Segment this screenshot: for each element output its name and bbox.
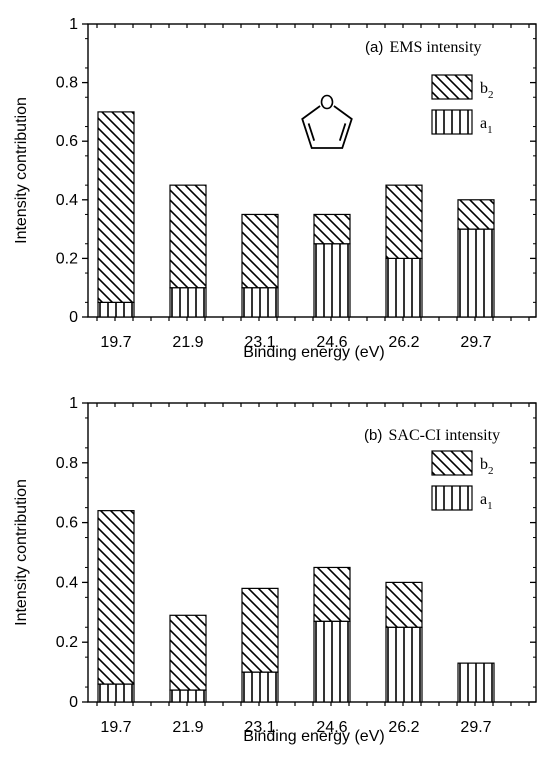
y-tick-label: 0.6 <box>56 515 78 532</box>
y-tick-label: 0.4 <box>56 574 78 591</box>
furan-oxygen-atom <box>320 94 334 110</box>
furan-double-bond <box>307 123 316 141</box>
legend-label-b2: b2 <box>480 80 494 101</box>
x-tick-label: 21.9 <box>172 334 203 351</box>
y-tick-label: 0.8 <box>56 75 78 92</box>
y-tick-label: 0.2 <box>56 634 78 651</box>
legend-label-sub: 1 <box>487 124 493 136</box>
legend-swatch-a1 <box>431 485 473 511</box>
panel-title: (a) EMS intensity <box>365 39 482 56</box>
x-axis-label: Binding energy (eV) <box>243 728 384 745</box>
y-tick-label: 0 <box>69 694 78 711</box>
bar-a1-23.1 <box>241 287 279 318</box>
y-tick-label: 0.6 <box>56 133 78 150</box>
bar-a1-24.6 <box>313 243 351 318</box>
legend-swatch-a1 <box>431 109 473 135</box>
plot-frame <box>87 23 537 318</box>
y-axis-label: Intensity contribution <box>13 97 30 244</box>
bar-b2-23.1 <box>241 587 279 673</box>
bar-a1-26.2 <box>385 626 423 703</box>
bar-b2-19.7 <box>97 111 135 303</box>
bar-b2-26.2 <box>385 581 423 628</box>
legend-label-b2: b2 <box>480 456 494 477</box>
bar-b2-24.6 <box>313 213 351 245</box>
x-tick-label: 19.7 <box>100 334 131 351</box>
furan-double-bond <box>338 123 347 141</box>
bar-a1-21.9 <box>169 689 207 703</box>
x-tick-label: 23.1 <box>244 334 275 351</box>
x-tick-label: 21.9 <box>172 719 203 736</box>
panel-title-text: SAC-CI intensity <box>389 427 501 444</box>
bar-b2-23.1 <box>241 213 279 289</box>
legend-label-base: b <box>480 456 488 473</box>
bar-b2-26.2 <box>385 184 423 259</box>
y-tick-label: 1 <box>69 395 78 412</box>
legend-label-sub: 1 <box>487 500 493 512</box>
chart-panel-b: 0 0.2 0.4 0.6 0.8 1 19.7 21.9 23.1 24.6 26.2 29.7 Bi… <box>13 395 537 745</box>
legend-label-sub: 2 <box>488 465 494 477</box>
chart-panel-a: 0 0.2 0.4 0.6 0.8 1 19.7 21.9 23.1 24.6 26.2 29.7 Bi… <box>13 16 537 361</box>
bar-a1-29.7 <box>457 662 495 703</box>
bar-a1-19.7 <box>97 683 135 703</box>
furan-ring <box>301 105 353 149</box>
bar-b2-19.7 <box>97 510 135 685</box>
panel-label: (b) <box>364 427 387 444</box>
x-tick-label: 24.6 <box>316 334 347 351</box>
bar-a1-23.1 <box>241 671 279 703</box>
panel-label: (a) <box>365 39 388 56</box>
legend-label-a1: a1 <box>480 491 493 512</box>
bar-a1-26.2 <box>385 257 423 318</box>
y-tick-label: 0.4 <box>56 192 78 209</box>
y-tick-label: 0.2 <box>56 250 78 267</box>
legend-label-base: b <box>480 80 488 97</box>
bar-b2-24.6 <box>313 566 351 622</box>
bar-b2-21.9 <box>169 614 207 691</box>
bar-a1-29.7 <box>457 228 495 318</box>
y-tick-label: 1 <box>69 16 78 33</box>
bar-a1-24.6 <box>313 620 351 703</box>
legend-label-base: a <box>480 491 487 508</box>
y-axis-label: Intensity contribution <box>13 479 30 626</box>
bar-a1-19.7 <box>97 301 135 318</box>
legend-label-a1: a1 <box>480 115 493 136</box>
legend-label-sub: 2 <box>488 89 494 101</box>
bar-b2-29.7 <box>457 199 495 230</box>
y-tick-label: 0.8 <box>56 455 78 472</box>
x-tick-label: 29.7 <box>460 334 491 351</box>
y-tick-label: 0 <box>69 309 78 326</box>
x-tick-label: 29.7 <box>460 719 491 736</box>
furan-molecule-icon <box>301 94 353 149</box>
x-tick-label: 26.2 <box>388 719 419 736</box>
bar-b2-21.9 <box>169 184 207 289</box>
x-tick-label: 23.1 <box>244 719 275 736</box>
panel-title: (b) SAC-CI intensity <box>364 427 500 444</box>
x-axis-label: Binding energy (eV) <box>243 344 384 361</box>
plot-frame <box>87 402 537 703</box>
legend-swatch-b2 <box>431 450 473 476</box>
legend-label-base: a <box>480 115 487 132</box>
bar-a1-21.9 <box>169 287 207 318</box>
panel-title-text: EMS intensity <box>390 39 482 56</box>
x-tick-label: 24.6 <box>316 719 347 736</box>
x-tick-label: 19.7 <box>100 719 131 736</box>
x-tick-label: 26.2 <box>388 334 419 351</box>
legend-swatch-b2 <box>431 74 473 100</box>
